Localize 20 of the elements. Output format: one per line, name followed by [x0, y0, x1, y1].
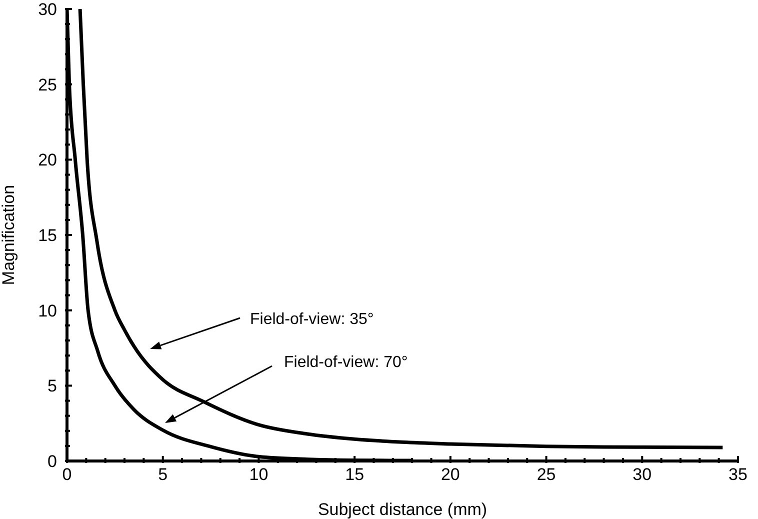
x-tick-label: 30: [632, 465, 652, 484]
annotation: Field-of-view: 35°: [250, 311, 374, 328]
y-tick-label: 20: [38, 150, 57, 170]
y-tick-label: 5: [48, 376, 57, 396]
y-tick-label: 30: [38, 0, 57, 19]
x-tick-label: 20: [440, 465, 460, 484]
x-axis-title: Subject distance (mm): [318, 500, 488, 519]
y-axis-title: Magnification: [0, 184, 18, 286]
x-tick-label: 0: [62, 465, 72, 484]
x-tick-label: 10: [249, 465, 268, 484]
x-tick-label: 5: [158, 465, 168, 484]
annotation: Field-of-view: 70°: [284, 354, 408, 371]
y-tick-label: 10: [38, 301, 57, 320]
y-tick-label: 0: [48, 452, 57, 471]
x-tick-label: 35: [728, 465, 748, 484]
x-tick-label: 15: [345, 465, 364, 484]
x-tick-label: 25: [536, 465, 556, 484]
y-tick-label: 15: [38, 226, 57, 245]
line-series: [78, 9, 724, 450]
y-tick-label: 25: [38, 75, 57, 94]
